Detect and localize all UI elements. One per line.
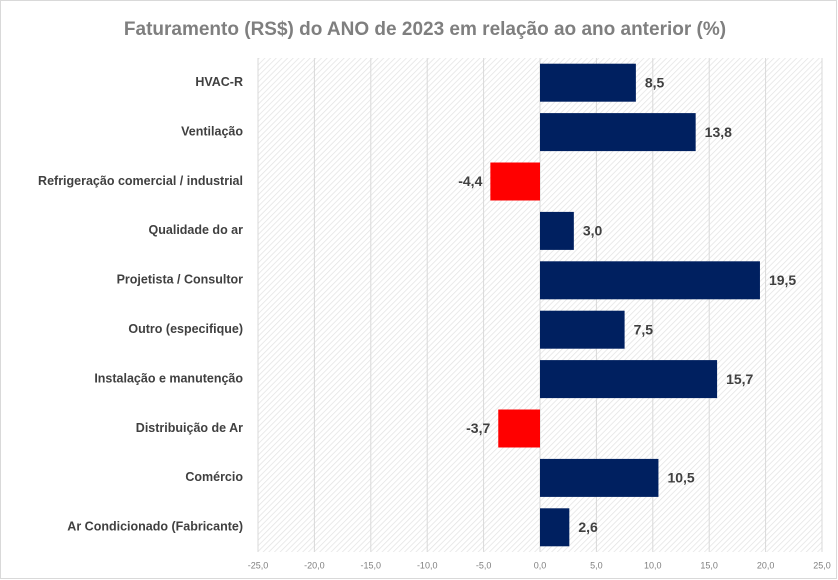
bar xyxy=(540,508,570,547)
y-tick-label: Distribuição de Ar xyxy=(136,421,243,435)
x-tick-label: 20,0 xyxy=(757,560,775,570)
y-tick-label: Qualidade do ar xyxy=(149,223,244,237)
value-label: 8,5 xyxy=(645,74,665,90)
value-label: -3,7 xyxy=(466,420,490,436)
value-label: 15,7 xyxy=(726,371,753,387)
value-label: 10,5 xyxy=(667,470,694,486)
value-label: 13,8 xyxy=(705,124,732,140)
x-tick-label: 25,0 xyxy=(813,560,831,570)
y-tick-label: Outro (especifique) xyxy=(128,322,243,336)
y-tick-label: Projetista / Consultor xyxy=(117,273,244,287)
bar xyxy=(498,409,540,448)
bar xyxy=(540,310,625,349)
bar xyxy=(540,63,636,102)
x-tick-label: 15,0 xyxy=(700,560,718,570)
y-tick-label: Instalação e manutenção xyxy=(94,371,243,385)
x-tick-label: 0,0 xyxy=(534,560,547,570)
value-label: 7,5 xyxy=(634,321,654,337)
value-label: -4,4 xyxy=(458,173,482,189)
bar xyxy=(540,458,659,497)
value-label: 2,6 xyxy=(578,519,598,535)
x-tick-label: 10,0 xyxy=(644,560,662,570)
value-label: 3,0 xyxy=(583,223,603,239)
bar xyxy=(490,162,540,201)
chart-title: Faturamento (RS$) do ANO de 2023 em rela… xyxy=(124,19,726,40)
x-tick-label: -20,0 xyxy=(304,560,325,570)
y-tick-label: Comércio xyxy=(185,470,243,484)
y-tick-label: Ventilação xyxy=(181,124,243,138)
bar xyxy=(540,261,760,300)
bar xyxy=(540,211,574,250)
x-tick-label: -10,0 xyxy=(417,560,438,570)
x-tick-label: -5,0 xyxy=(476,560,492,570)
y-tick-label: Refrigeração comercial / industrial xyxy=(38,174,243,188)
x-tick-label: -15,0 xyxy=(361,560,382,570)
bar xyxy=(540,360,718,399)
y-tick-label: Ar Condicionado (Fabricante) xyxy=(67,520,243,534)
y-tick-label: HVAC-R xyxy=(195,75,243,89)
x-tick-label: 5,0 xyxy=(590,560,603,570)
bar xyxy=(540,113,696,152)
value-label: 19,5 xyxy=(769,272,796,288)
x-tick-label: -25,0 xyxy=(248,560,269,570)
